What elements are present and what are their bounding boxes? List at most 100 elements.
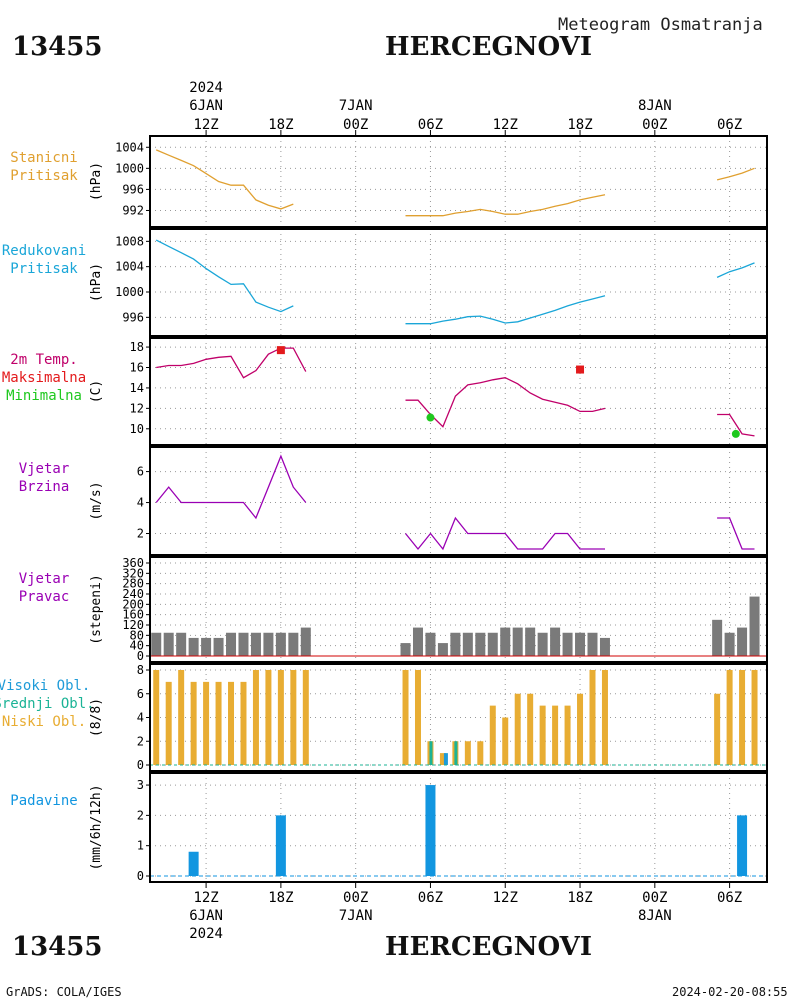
top-tick-label: 12Z xyxy=(193,117,218,133)
panel-label: Stanicni xyxy=(10,150,77,166)
panel-3: 2 4 6 (m/s) Vjetar Brzina xyxy=(19,446,768,556)
y-tick-label: 3 xyxy=(137,778,144,792)
time-axis-bottom: 12Z 6JAN 2024 18Z 00Z 7JAN 06Z 12Z 18Z 00Z 8JAN 06Z xyxy=(189,882,742,942)
series-line xyxy=(717,517,755,550)
bottom-tick-label: 12Z xyxy=(193,890,218,906)
cloud-low-bar xyxy=(502,717,509,765)
wind-dir-bar xyxy=(263,632,274,656)
wind-dir-bar xyxy=(176,632,187,656)
y-tick-label: 16 xyxy=(130,360,144,374)
bottom-year-label: 2024 xyxy=(189,926,223,942)
wind-dir-bar xyxy=(462,632,473,656)
y-tick-label: 8 xyxy=(137,663,144,677)
wind-dir-bar xyxy=(288,632,299,656)
y-tick-label: 4 xyxy=(137,711,144,725)
top-tick-label: 18Z xyxy=(567,117,592,133)
series-line xyxy=(405,377,606,428)
bottom-tick-label: 00Z xyxy=(642,890,667,906)
wind-dir-bar xyxy=(412,627,423,656)
series-line xyxy=(717,413,755,437)
precip-bar xyxy=(737,815,748,876)
cloud-low-bar xyxy=(240,681,247,765)
cloud-mid-bar xyxy=(429,741,433,765)
bottom-tick-label: 06Z xyxy=(717,890,742,906)
cloud-low-bar xyxy=(552,705,559,765)
y-tick-label: 996 xyxy=(122,310,144,324)
wind-dir-bar xyxy=(587,632,598,656)
bottom-day-label: 6JAN xyxy=(189,908,223,924)
generated-timestamp: 2024-02-20-08:55 xyxy=(672,985,788,999)
y-tick-label: 1004 xyxy=(115,140,144,154)
wind-dir-bar xyxy=(450,632,461,656)
y-axis-label: (C) xyxy=(89,380,104,403)
cloud-low-bar xyxy=(514,693,521,765)
y-tick-label: 280 xyxy=(122,577,144,591)
panel-0: 992 996 1000 1004 (hPa) Stanicni Pritisak xyxy=(10,135,768,228)
panel-frame xyxy=(149,135,768,228)
y-tick-label: 0 xyxy=(137,758,144,772)
top-tick-label: 00Z xyxy=(343,117,368,133)
cloud-low-bar xyxy=(414,670,421,765)
y-tick-label: 1008 xyxy=(115,234,144,248)
cloud-low-bar xyxy=(215,681,222,765)
y-tick-label: 18 xyxy=(130,340,144,354)
wind-dir-bar xyxy=(238,632,249,656)
panel-label: Maksimalna xyxy=(2,370,86,386)
panel-frame xyxy=(149,556,768,663)
top-day-label: 8JAN xyxy=(638,98,672,114)
cloud-low-bar xyxy=(539,705,546,765)
y-tick-label: 4 xyxy=(137,496,144,510)
series-line xyxy=(155,149,294,210)
top-day-label: 6JAN xyxy=(189,98,223,114)
time-axis-top: 12Z 6JAN 2024 18Z 00Z 7JAN 06Z 12Z 18Z 00Z 8JAN 06Z xyxy=(189,80,742,136)
cloud-low-bar xyxy=(577,693,584,765)
cloud-low-bar xyxy=(265,670,272,765)
y-axis-label: (m/s) xyxy=(89,481,104,520)
cloud-low-bar xyxy=(178,670,185,765)
top-day-label: 7JAN xyxy=(339,98,373,114)
y-tick-label: 6 xyxy=(137,687,144,701)
precip-bar xyxy=(275,815,286,876)
panel-frame xyxy=(149,337,768,446)
wind-dir-bar xyxy=(226,632,237,656)
wind-dir-bar xyxy=(737,627,748,656)
panel-label: Padavine xyxy=(10,793,77,809)
temp-min-marker xyxy=(426,413,435,422)
panel-label: 2m Temp. xyxy=(10,352,77,368)
series-line xyxy=(155,454,307,520)
temp-max-marker xyxy=(576,365,585,374)
y-tick-label: 80 xyxy=(130,628,144,642)
wind-dir-bar xyxy=(300,627,311,656)
cloud-low-bar xyxy=(564,705,571,765)
panel-frame xyxy=(149,228,768,337)
wind-dir-bar xyxy=(749,596,760,656)
top-tick-label: 12Z xyxy=(493,117,518,133)
panel-label: Redukovani xyxy=(2,243,86,259)
panel-frame xyxy=(149,663,768,772)
grid-group xyxy=(150,773,767,882)
grid-group xyxy=(150,229,767,336)
temp-min-marker xyxy=(731,429,740,438)
cloud-low-bar xyxy=(751,670,758,765)
wind-dir-bar xyxy=(500,627,511,656)
cloud-low-bar xyxy=(589,670,596,765)
station-id-top: 13455 xyxy=(12,32,102,62)
y-tick-label: 14 xyxy=(130,381,144,395)
chart-subtitle: Meteogram Osmatranja xyxy=(558,15,763,35)
cloud-low-bar xyxy=(527,693,534,765)
cloud-low-bar xyxy=(726,670,733,765)
cloud-low-bar xyxy=(601,670,608,765)
cloud-low-bar xyxy=(714,693,721,765)
cloud-low-bar xyxy=(439,753,446,765)
station-id-bottom: 13455 xyxy=(12,932,102,962)
y-tick-label: 992 xyxy=(122,203,144,217)
panel-label: Niski Obl. xyxy=(2,714,86,730)
wind-dir-bar xyxy=(201,637,212,656)
temp-max-marker xyxy=(276,346,285,355)
y-tick-label: 0 xyxy=(137,649,144,663)
panel-label: Brzina xyxy=(19,479,70,495)
wind-dir-bar xyxy=(525,627,536,656)
panel-2: 10 12 14 16 18 (C) 2m Temp. Maksimalna Minimalna xyxy=(2,337,768,446)
wind-dir-bar xyxy=(512,627,523,656)
panel-label: Vjetar xyxy=(19,461,70,477)
